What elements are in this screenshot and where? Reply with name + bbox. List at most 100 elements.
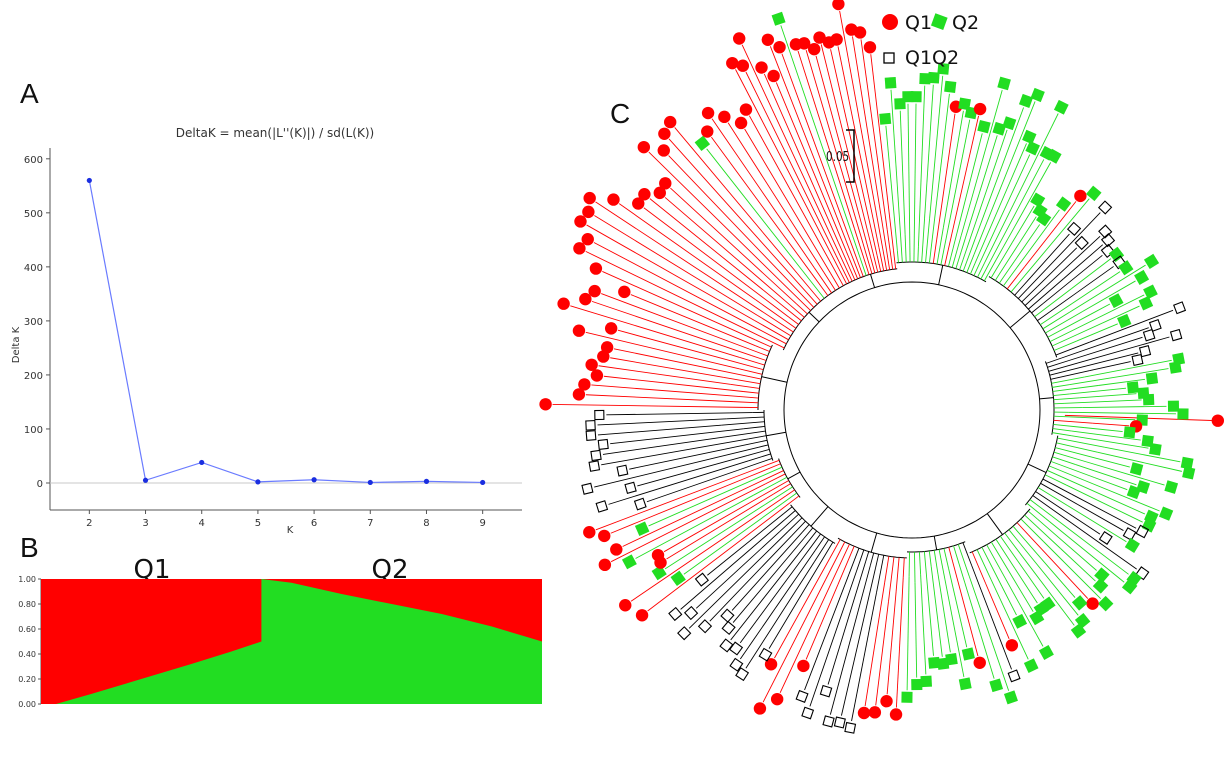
tree-tip-q1 xyxy=(755,61,768,74)
tree-branch xyxy=(924,84,934,219)
tree-branch xyxy=(886,250,891,270)
tree-branch xyxy=(756,328,787,345)
tree-branch xyxy=(803,527,814,539)
tree-branch xyxy=(1052,385,1099,392)
tree-tip-q1 xyxy=(797,659,810,673)
tree-branch xyxy=(1071,493,1137,529)
tree-branch xyxy=(1030,233,1070,278)
tree-branch xyxy=(591,384,739,397)
tree-branch xyxy=(1069,264,1146,313)
tree-branch xyxy=(1063,244,1104,280)
tree-branch xyxy=(1010,262,1037,293)
tree-branch xyxy=(805,291,818,305)
tree-branch xyxy=(754,320,789,341)
tree-branch xyxy=(1020,543,1079,616)
tree-tip-q1 xyxy=(663,115,677,129)
tree-branch xyxy=(758,444,769,448)
tree-branch xyxy=(1072,294,1145,331)
tree-branch xyxy=(914,582,918,678)
tree-tip-q2 xyxy=(621,554,637,570)
tree-tip-q1 xyxy=(761,33,775,46)
tree-branch xyxy=(928,231,934,264)
tree-branch xyxy=(1037,518,1097,571)
tree-branch xyxy=(1016,560,1045,599)
tree-branch xyxy=(1079,416,1136,421)
deltak-x-tick-label: 4 xyxy=(199,518,205,529)
tree-tip-q1q2 xyxy=(1074,235,1089,251)
tree-tip-q1 xyxy=(1074,189,1087,203)
tree-branch xyxy=(882,250,888,271)
tree-branch xyxy=(774,558,830,659)
tree-tip-q1q2 xyxy=(590,449,602,462)
tree-branch xyxy=(721,421,765,426)
tree-branch xyxy=(943,548,949,569)
tree-branch xyxy=(1075,464,1137,486)
tree-tip-q2 xyxy=(989,678,1004,693)
panel-b-label: B xyxy=(20,532,39,563)
tree-branch xyxy=(1020,518,1044,542)
tree-branch xyxy=(829,539,841,559)
tree-branch xyxy=(937,573,951,653)
tree-branch xyxy=(1000,216,1037,273)
tree-tip-q1q2 xyxy=(633,497,647,511)
tree-branch xyxy=(973,101,1036,255)
tree-branch xyxy=(603,375,744,392)
tree-branch xyxy=(745,71,837,256)
tree-branch xyxy=(1049,370,1067,376)
tree-branch xyxy=(1045,235,1101,288)
tree-branch xyxy=(1008,529,1021,545)
tree-branch xyxy=(643,207,790,318)
tree-branch xyxy=(724,439,768,450)
tree-tip-q2 xyxy=(1002,116,1017,131)
tree-branch xyxy=(1077,305,1140,335)
tree-branch xyxy=(829,565,871,715)
tree-branch xyxy=(895,557,900,592)
tree-branch xyxy=(1012,205,1035,243)
deltak-x-tick-label: 9 xyxy=(479,518,485,529)
tree-branch xyxy=(968,576,1010,691)
legend-q2-label: Q2 xyxy=(952,12,979,34)
structure-plot: Q1 Q2 0.000.200.400.600.801.00 xyxy=(18,555,542,709)
tree-branch xyxy=(593,242,758,329)
tree-clade-stem xyxy=(761,376,788,383)
tree-tip-q1 xyxy=(701,125,714,138)
tree-branch xyxy=(973,246,988,276)
tree-branch xyxy=(837,46,880,248)
tree-branch xyxy=(1097,451,1182,472)
tree-branch xyxy=(1035,198,1090,263)
deltak-point xyxy=(367,479,373,486)
tree-branch xyxy=(680,519,786,610)
tree-branch xyxy=(1018,209,1060,265)
tree-tip-q1 xyxy=(581,233,594,246)
deltak-point xyxy=(480,479,486,486)
tree-branch xyxy=(597,424,722,436)
tree-branch xyxy=(885,125,898,251)
tree-branch xyxy=(1012,525,1027,542)
tree-branch xyxy=(1065,518,1137,570)
tree-branch xyxy=(835,255,850,283)
tree-tip-q2 xyxy=(1129,462,1144,476)
tree-branch xyxy=(986,544,1011,588)
tree-branch xyxy=(775,82,847,252)
tree-tip-q2 xyxy=(1036,211,1052,227)
tree-root-arc xyxy=(783,281,1041,539)
tree-branch xyxy=(737,457,773,471)
tree-branch xyxy=(998,261,1015,284)
tree-branch xyxy=(986,154,1031,248)
tree-tip-q1 xyxy=(653,186,666,200)
tree-branch xyxy=(745,561,815,669)
tree-branch xyxy=(855,549,865,572)
tree-tip-q1q2 xyxy=(819,684,833,698)
tree-branch xyxy=(962,129,1008,260)
tree-branch xyxy=(787,280,815,308)
tree-branch xyxy=(674,127,798,274)
tree-tip-q1 xyxy=(637,140,651,154)
deltak-y-tick-label: 600 xyxy=(24,155,43,166)
tree-tip-q2 xyxy=(1029,610,1045,626)
tree-branch xyxy=(683,502,783,575)
structure-y-tick-label: 0.60 xyxy=(18,625,36,634)
tree-branch xyxy=(990,541,1004,562)
tree-branch xyxy=(585,394,734,403)
tree-tip-q1 xyxy=(880,695,893,708)
tree-branch xyxy=(1014,276,1032,296)
